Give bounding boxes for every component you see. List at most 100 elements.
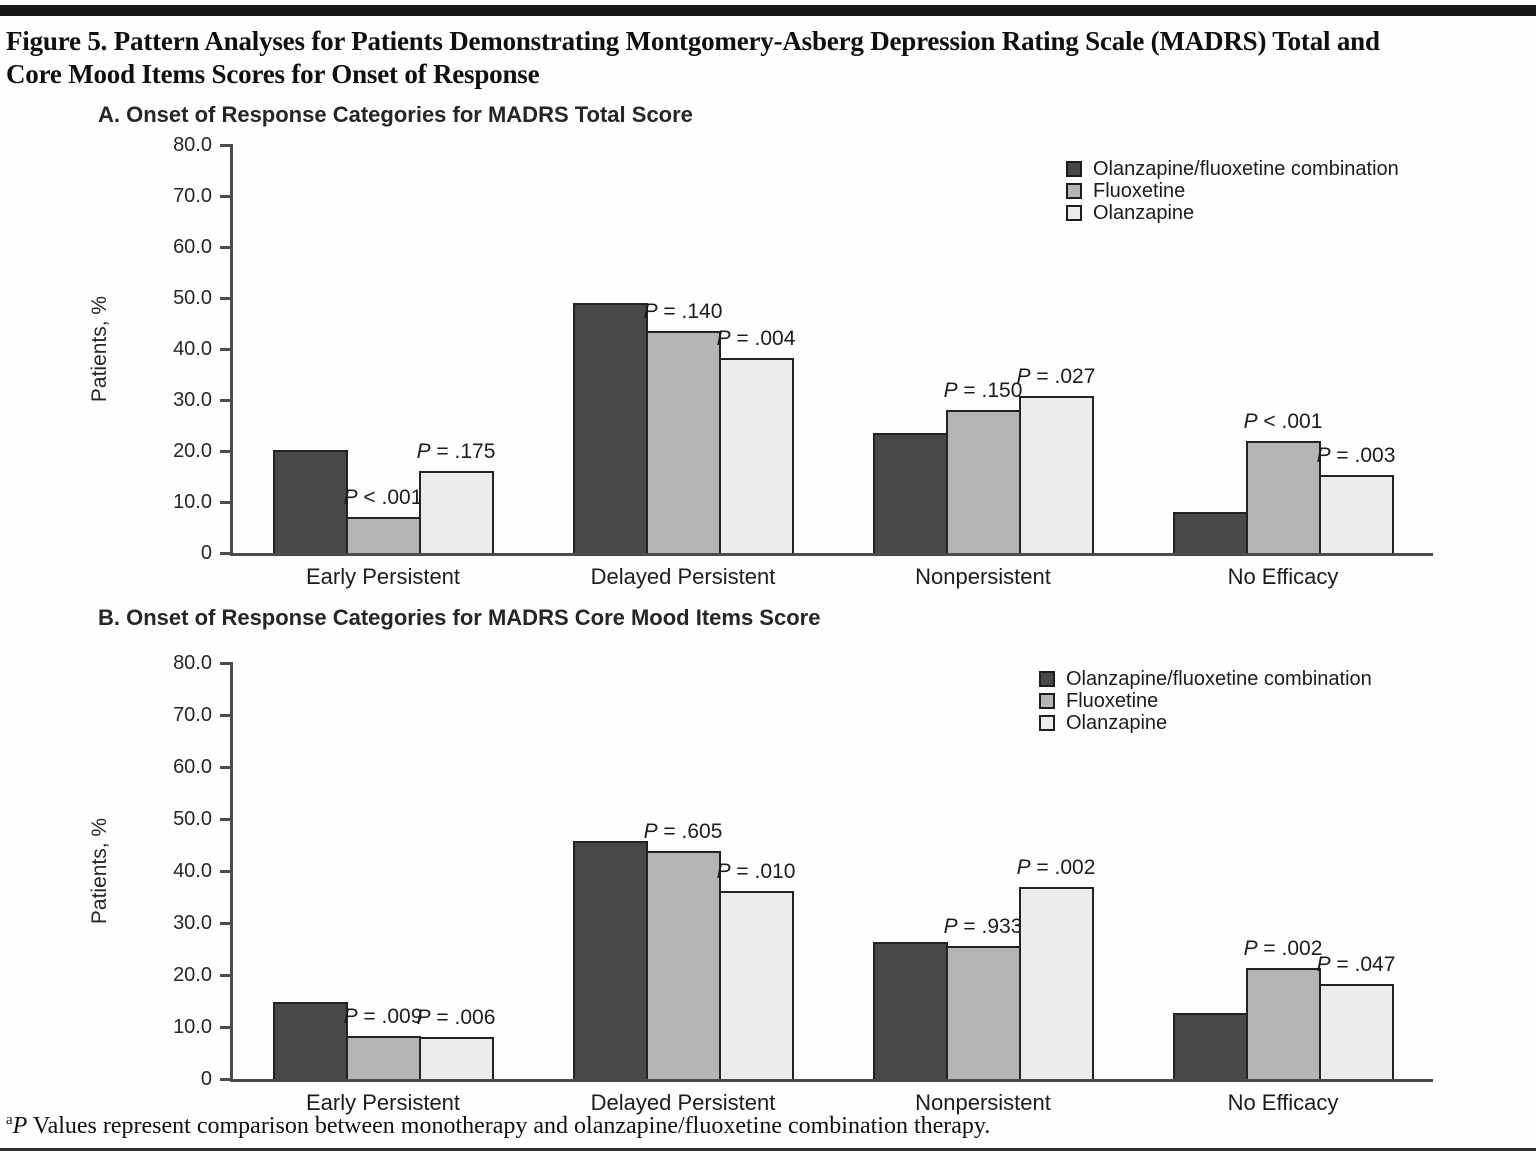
y-tick-label: 30.0 <box>173 912 212 934</box>
bar-olanzapine-fluoxetine-combination <box>872 433 948 553</box>
figure-title-line-2: Core Mood Items Scores for Onset of Resp… <box>6 59 540 89</box>
category-label: Early Persistent <box>305 1090 461 1115</box>
panel-b-y-axis-label: Patients, % <box>81 663 119 1079</box>
y-tick <box>220 143 233 147</box>
y-axis-label-text: Patients, % <box>88 817 112 925</box>
y-tick <box>220 973 233 977</box>
bottom-rule <box>0 1148 1536 1151</box>
bar-slot-fluoxetine: P = .933 <box>944 915 1022 1079</box>
p-value-label: P < .001 <box>1243 410 1323 434</box>
bar-slot-olanzapine: P = .010 <box>717 860 795 1079</box>
bar-slot-olanzapine-fluoxetine-combination <box>572 303 648 553</box>
p-value-label: P = .009 <box>343 1004 423 1028</box>
legend-swatch-olanzapine-fluoxetine-combination <box>1039 671 1055 687</box>
y-tick-label: 80.0 <box>173 134 212 156</box>
bar-olanzapine <box>1018 886 1094 1079</box>
p-value-label: P = .002 <box>1016 855 1096 879</box>
y-tick-label: 40.0 <box>173 338 212 360</box>
p-value-label: P < .001 <box>343 486 423 510</box>
bar-fluoxetine <box>1245 441 1321 553</box>
bar-slot-fluoxetine: P = .009 <box>344 1005 422 1079</box>
y-tick <box>220 869 233 873</box>
legend-swatch-olanzapine <box>1066 205 1082 221</box>
y-tick <box>220 194 233 198</box>
legend-item-fluoxetine: Fluoxetine <box>1066 180 1399 202</box>
p-value-label: P = .933 <box>943 915 1023 939</box>
y-tick <box>220 449 233 453</box>
bar-olanzapine <box>1318 984 1394 1079</box>
bar-olanzapine-fluoxetine-combination <box>572 841 648 1079</box>
legend-swatch-olanzapine-fluoxetine-combination <box>1066 161 1082 177</box>
y-tick <box>220 1025 233 1029</box>
p-value-label: P = .140 <box>643 300 723 324</box>
legend-swatch-fluoxetine <box>1039 693 1055 709</box>
top-rule <box>0 5 1536 16</box>
bar-olanzapine-fluoxetine-combination <box>1172 1012 1248 1079</box>
y-tick <box>220 661 233 665</box>
y-tick-label: 20.0 <box>173 964 212 986</box>
bar-row: P < .001 P = .003 <box>1172 410 1395 553</box>
p-value-label: P = .047 <box>1316 953 1396 977</box>
bar-row: P < .001 P = .175 <box>272 440 495 553</box>
category-label: Delayed Persistent <box>590 1090 776 1115</box>
bar-group: P < .001 P = .003 No Efficacy <box>1133 145 1433 589</box>
y-tick <box>220 245 233 249</box>
bar-row: P = .605 P = .010 <box>572 820 795 1079</box>
bar-fluoxetine <box>645 331 721 553</box>
y-tick <box>220 296 233 300</box>
y-tick-label: 60.0 <box>173 236 212 258</box>
bar-olanzapine <box>1318 475 1394 553</box>
y-tick-label: 10.0 <box>173 491 212 513</box>
bar-slot-fluoxetine: P = .140 <box>644 300 722 553</box>
bar-slot-olanzapine-fluoxetine-combination <box>1172 1012 1248 1079</box>
y-tick <box>220 398 233 402</box>
legend-label: Fluoxetine <box>1093 180 1186 202</box>
y-tick-label: 50.0 <box>173 808 212 830</box>
bar-row: P = .150 P = .027 <box>872 365 1095 553</box>
bar-group: P = .002 P = .047 No Efficacy <box>1133 663 1433 1115</box>
y-tick-label: 40.0 <box>173 860 212 882</box>
y-tick-label: 60.0 <box>173 756 212 778</box>
legend-swatch-fluoxetine <box>1066 183 1082 199</box>
category-label: Nonpersistent <box>915 1090 1051 1115</box>
bar-olanzapine-fluoxetine-combination <box>1172 512 1248 553</box>
y-tick <box>220 551 233 555</box>
bar-group: P < .001 P = .175 Early Persistent <box>233 145 533 589</box>
y-tick <box>220 817 233 821</box>
figure-title-line-1: Figure 5. Pattern Analyses for Patients … <box>6 26 1380 56</box>
legend: Olanzapine/fluoxetine combination Fluoxet… <box>1066 158 1399 224</box>
legend-label: Olanzapine/fluoxetine combination <box>1066 668 1372 690</box>
legend-label: Fluoxetine <box>1066 690 1159 712</box>
bar-slot-fluoxetine: P < .001 <box>344 486 422 553</box>
legend-item-fluoxetine: Fluoxetine <box>1039 690 1372 712</box>
y-tick <box>220 1077 233 1081</box>
y-tick-label: 10.0 <box>173 1016 212 1038</box>
bar-group: P = .933 P = .002 Nonpersistent <box>833 663 1133 1115</box>
footnote-text: Values represent comparison between mono… <box>27 1113 991 1139</box>
bar-slot-olanzapine-fluoxetine-combination <box>572 841 648 1079</box>
bar-olanzapine <box>418 1037 494 1079</box>
panel-b-chart: Patients, % 80.0 70.0 60.0 50.0 40.0 30.0 20.0… <box>88 652 1433 1115</box>
bar-group: P = .009 P = .006 Early Persistent <box>233 663 533 1115</box>
bar-group: P = .605 P = .010 Delayed Persistent <box>533 663 833 1115</box>
legend-label: Olanzapine/fluoxetine combination <box>1093 158 1399 180</box>
footnote-marker: a <box>6 1112 13 1128</box>
y-tick <box>220 347 233 351</box>
footnote: aP Values represent comparison between m… <box>6 1112 1506 1140</box>
y-tick-label: 50.0 <box>173 287 212 309</box>
legend-swatch-olanzapine <box>1039 715 1055 731</box>
bar-row: P = .009 P = .006 <box>272 1002 495 1079</box>
bar-groups: P = .009 P = .006 Early Persistent P = .605… <box>233 663 1433 1115</box>
category-label: No Efficacy <box>1227 1090 1339 1115</box>
y-tick-label: 30.0 <box>173 389 212 411</box>
legend-label: Olanzapine <box>1093 202 1195 224</box>
bar-row: P = .933 P = .002 <box>872 856 1095 1079</box>
p-value-label: P = .605 <box>643 820 723 844</box>
y-tick-label: 70.0 <box>173 185 212 207</box>
legend-label: Olanzapine <box>1066 712 1168 734</box>
bar-olanzapine-fluoxetine-combination <box>872 942 948 1079</box>
bar-slot-olanzapine-fluoxetine-combination <box>272 1002 348 1079</box>
bar-olanzapine <box>1018 396 1094 553</box>
p-value-label: P = .027 <box>1016 365 1096 389</box>
bar-olanzapine-fluoxetine-combination <box>572 303 648 553</box>
